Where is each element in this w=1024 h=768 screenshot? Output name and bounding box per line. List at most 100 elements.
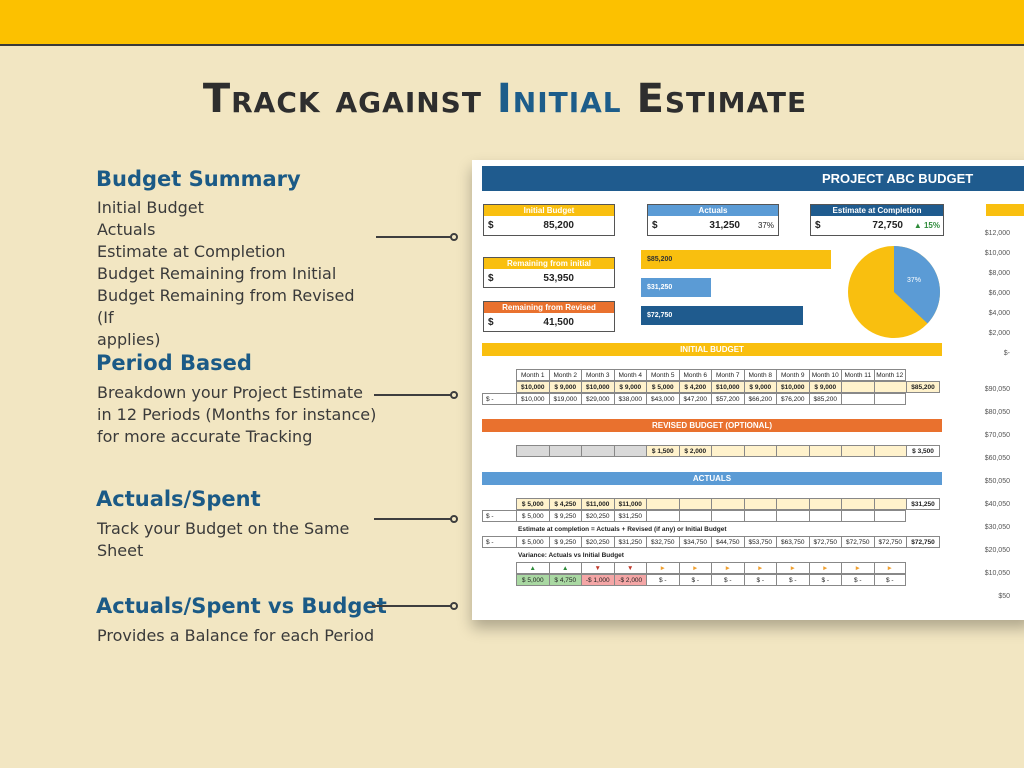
variance-row: $ 5,000 $ 4,750 -$ 1,000 -$ 2,000 $ - $ … bbox=[516, 574, 906, 586]
actuals-cell bbox=[646, 498, 679, 510]
section-body-actuals-spent: Track your Budget on the Same Sheet bbox=[97, 518, 372, 562]
actuals-cell: $ 5,000 bbox=[516, 498, 549, 510]
actuals-cell: $ 4,250 bbox=[548, 498, 581, 510]
cumulative-cell bbox=[873, 393, 906, 405]
revised-cell bbox=[743, 445, 776, 457]
pie-slice-actuals bbox=[894, 246, 940, 324]
connector-dot bbox=[450, 602, 458, 610]
kpi-label: Remaining from initial bbox=[484, 258, 614, 269]
section-title-actuals-spent: Actuals/Spent bbox=[96, 487, 261, 511]
section-line: Track your Budget on the Same bbox=[97, 519, 350, 538]
cumulative-cell bbox=[808, 510, 841, 522]
variance-down-icon: ▼ bbox=[581, 562, 614, 574]
axis-tick-label: $6,000 bbox=[988, 290, 1010, 297]
month-header: Month 2 bbox=[548, 369, 581, 381]
axis-tick-label: $50 bbox=[998, 593, 1010, 600]
kpi-remaining-revised: Remaining from Revised $ 41,500 bbox=[483, 301, 615, 332]
cumulative-cell: $ 9,250 bbox=[548, 510, 581, 522]
connector-line bbox=[374, 518, 454, 520]
axis-tick-label: $12,000 bbox=[984, 230, 1010, 237]
cumulative-currency: $ - bbox=[482, 510, 516, 522]
revised-cell bbox=[711, 445, 744, 457]
variance-cell: $ - bbox=[873, 574, 906, 586]
actuals-cell bbox=[711, 498, 744, 510]
eac-cell: $53,750 bbox=[743, 536, 776, 548]
month-header: Month 10 bbox=[808, 369, 841, 381]
month-header: Month 12 bbox=[873, 369, 906, 381]
budget-cell bbox=[841, 381, 874, 393]
variance-cell: $ - bbox=[678, 574, 711, 586]
month-header: Month 5 bbox=[646, 369, 679, 381]
currency-symbol: $ bbox=[652, 220, 658, 231]
kpi-actuals: Actuals $ 31,250 37% bbox=[647, 204, 779, 236]
actuals-cell bbox=[808, 498, 841, 510]
top-banner bbox=[0, 0, 1024, 46]
month-header: Month 8 bbox=[743, 369, 776, 381]
currency-symbol: $ bbox=[488, 317, 494, 328]
variance-cell: $ 5,000 bbox=[516, 574, 549, 586]
month-header: Month 11 bbox=[841, 369, 874, 381]
actuals-cell bbox=[841, 498, 874, 510]
headline-part2: Estimate bbox=[621, 76, 808, 122]
variance-neutral-icon: ► bbox=[808, 562, 841, 574]
variance-neutral-icon: ► bbox=[678, 562, 711, 574]
cumulative-cell bbox=[841, 510, 874, 522]
kpi-value-row: $ 41,500 bbox=[484, 313, 614, 332]
cumulative-currency: $ - bbox=[482, 393, 516, 405]
connector-line bbox=[372, 605, 454, 607]
cumulative-cell bbox=[678, 510, 711, 522]
axis-tick-label: $70,050 bbox=[984, 432, 1010, 439]
section-body-actuals-vs-budget: Provides a Balance for each Period bbox=[97, 625, 387, 647]
pie-label: 37% bbox=[907, 277, 921, 284]
budget-cell: $ 5,000 bbox=[646, 381, 679, 393]
cumulative-cell bbox=[776, 510, 809, 522]
revised-budget-row: $ 1,500 $ 2,000 $ 3,500 bbox=[516, 445, 940, 457]
actuals-cumulative-row: $ - $ 5,000 $ 9,250 $20,250 $31,250 bbox=[482, 510, 906, 522]
kpi-value: 72,750 bbox=[872, 220, 903, 231]
eac-cell: $44,750 bbox=[711, 536, 744, 548]
sheet-title: PROJECT ABC BUDGET bbox=[482, 166, 1024, 191]
eac-cell: $32,750 bbox=[646, 536, 679, 548]
eac-cell: $20,250 bbox=[581, 536, 614, 548]
eac-cell: $72,750 bbox=[808, 536, 841, 548]
actuals-pie-chart: 37% bbox=[848, 246, 940, 338]
revised-cell bbox=[808, 445, 841, 457]
section-title-budget-summary: Budget Summary bbox=[96, 167, 301, 191]
headline-highlight: Initial bbox=[496, 76, 622, 122]
eac-cell: $31,250 bbox=[613, 536, 646, 548]
actuals-cell bbox=[678, 498, 711, 510]
actuals-row: $ 5,000 $ 4,250 $11,000 $11,000 $31,250 bbox=[516, 498, 940, 510]
budget-cell: $ 9,000 bbox=[613, 381, 646, 393]
section-line: Initial Budget bbox=[97, 198, 204, 217]
kpi-value: 41,500 bbox=[543, 317, 574, 328]
variance-cell: -$ 1,000 bbox=[581, 574, 614, 586]
cumulative-cell bbox=[873, 510, 906, 522]
kpi-label: Remaining from Revised bbox=[484, 302, 614, 313]
bar-eac: $72,750 bbox=[641, 306, 803, 325]
cumulative-cell: $10,000 bbox=[516, 393, 549, 405]
section-line: Provides a Balance for each Period bbox=[97, 626, 375, 645]
actuals-total: $31,250 bbox=[906, 498, 940, 510]
bar-initial: $85,200 bbox=[641, 250, 831, 269]
arrow-up-icon: ▲ bbox=[913, 221, 922, 230]
axis-tick-label: $50,050 bbox=[984, 478, 1010, 485]
section-line: Budget Remaining from Initial bbox=[97, 264, 337, 283]
kpi-value-row: $ 85,200 bbox=[484, 216, 614, 235]
page-headline: Track against Initial Estimate bbox=[0, 76, 1010, 122]
axis-tick-label: $10,050 bbox=[984, 570, 1010, 577]
currency-symbol: $ bbox=[488, 273, 494, 284]
axis-tick-label: $20,050 bbox=[984, 547, 1010, 554]
cumulative-cell: $57,200 bbox=[711, 393, 744, 405]
variance-neutral-icon: ► bbox=[646, 562, 679, 574]
variance-up-icon: ▲ bbox=[548, 562, 581, 574]
cumulative-cell bbox=[646, 510, 679, 522]
eac-cell: $ 5,000 bbox=[516, 536, 549, 548]
connector-dot bbox=[450, 391, 458, 399]
band-initial-budget: INITIAL BUDGET bbox=[482, 343, 942, 356]
eac-total: $72,750 bbox=[906, 536, 940, 548]
month-header: Month 9 bbox=[776, 369, 809, 381]
revised-cell: $ 2,000 bbox=[678, 445, 711, 457]
initial-budget-row: $10,000 $ 9,000 $10,000 $ 9,000 $ 5,000 … bbox=[516, 381, 940, 393]
section-line: in 12 Periods (Months for instance) bbox=[97, 405, 377, 424]
variance-cell: $ 4,750 bbox=[548, 574, 581, 586]
